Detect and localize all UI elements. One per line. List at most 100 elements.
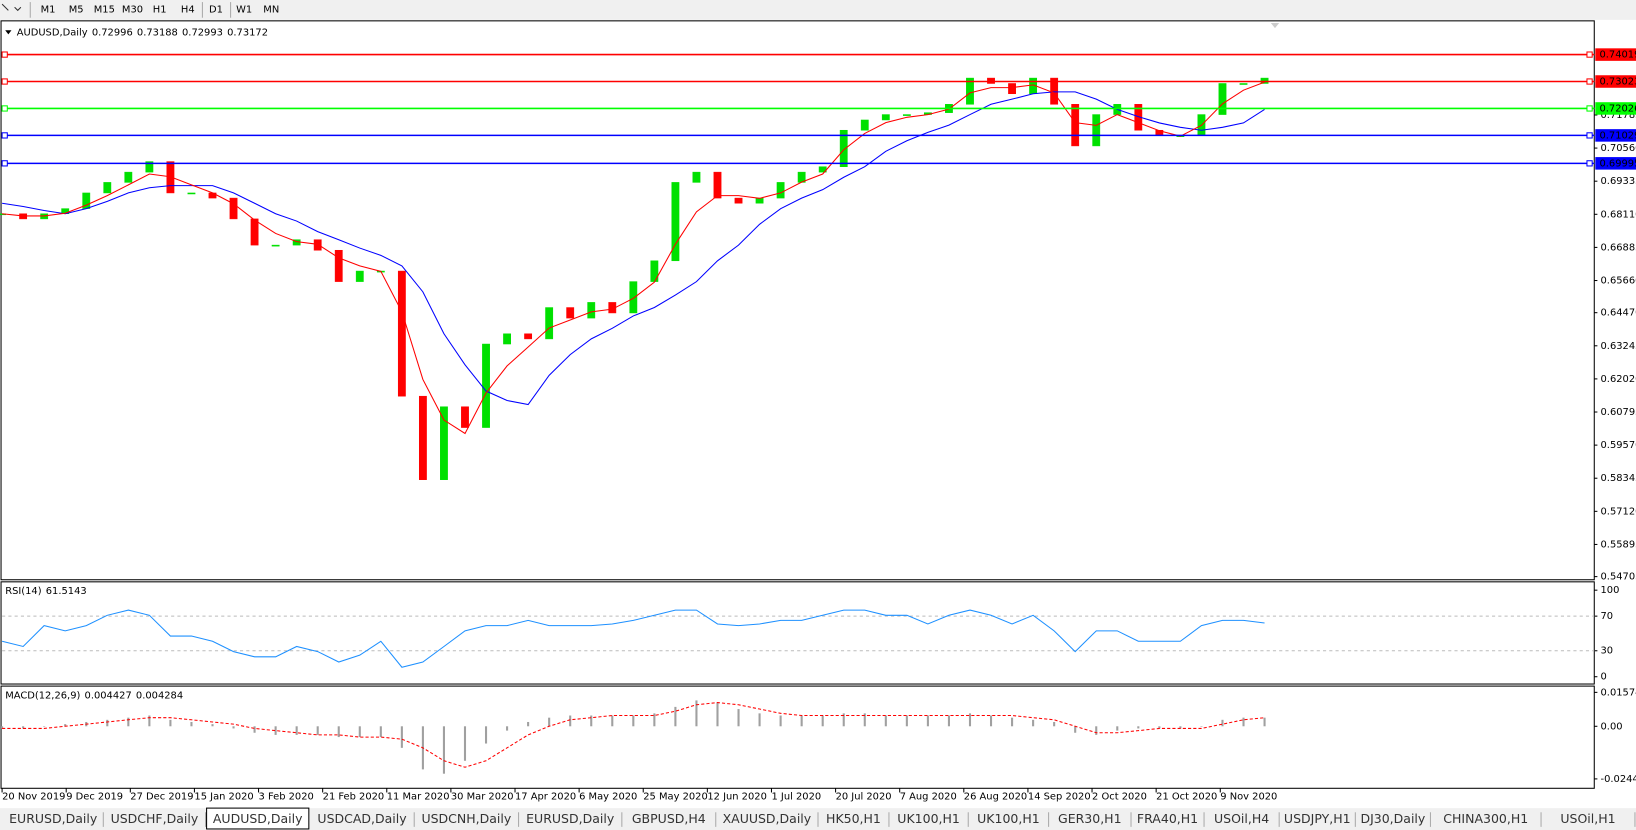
symbol-tab[interactable]: USOil,H1 xyxy=(1560,811,1636,827)
macd-bar xyxy=(148,715,151,727)
level-label-box xyxy=(1595,129,1636,142)
symbol-tab[interactable]: FRA40,H1 xyxy=(1137,811,1205,827)
macd-bar xyxy=(821,715,824,727)
candle xyxy=(229,197,238,220)
moving-average xyxy=(2,91,1265,406)
macd-bar xyxy=(695,700,698,727)
x-tick-label: 21 Oct 2020 xyxy=(1156,792,1217,803)
candle xyxy=(1239,83,1248,85)
candle xyxy=(397,270,406,397)
symbol-tab[interactable]: USDCNH,Daily xyxy=(421,811,520,827)
macd-bar xyxy=(127,717,130,727)
tab-label: GBPUSD,H4 xyxy=(632,811,706,826)
symbol-tab[interactable]: UK100,H1 xyxy=(977,811,1050,827)
level-label-box xyxy=(1595,75,1636,88)
macd-bar xyxy=(737,709,740,727)
symbol-tab[interactable]: DJ30,Daily xyxy=(1360,811,1431,827)
macd-bar xyxy=(1095,726,1098,735)
timeframe-button[interactable]: W1 xyxy=(236,4,252,15)
macd-bar xyxy=(1116,726,1119,731)
symbol-tab[interactable]: GER30,H1 xyxy=(1058,811,1132,827)
y-tick-label: 0.55895 xyxy=(1601,539,1636,550)
readout-value: 0.73188 xyxy=(137,27,178,38)
macd-bar xyxy=(358,726,361,738)
y-tick-label: 0.60795 xyxy=(1601,407,1636,418)
candle xyxy=(503,333,511,345)
candle xyxy=(755,197,764,204)
macd-bar xyxy=(1158,726,1161,729)
timeframe-label: M1 xyxy=(41,4,56,15)
macd-bar xyxy=(1263,717,1266,727)
level-anchor xyxy=(1,160,8,167)
tab-label: UK100,H1 xyxy=(897,811,960,826)
macd-bar xyxy=(106,719,109,727)
toolbar xyxy=(0,0,1636,20)
chart-menu-arrow xyxy=(5,30,12,35)
indicator-title: MACD(12,26,9) xyxy=(5,690,80,701)
symbol-tab[interactable]: USDJPY,H1 xyxy=(1284,811,1356,827)
symbol-tab[interactable]: UK100,H1 xyxy=(897,811,969,827)
timeframe-button[interactable]: M5 xyxy=(69,4,84,15)
candle xyxy=(418,395,427,480)
macd-bar xyxy=(316,726,319,735)
y-tick-label: 30 xyxy=(1601,646,1614,657)
macd-bar xyxy=(1011,717,1014,727)
timeframe-button[interactable]: D1 xyxy=(209,4,223,15)
x-tick-label: 12 Jun 2020 xyxy=(707,792,767,803)
timeframe-label: H4 xyxy=(181,4,195,15)
y-tick-label: -0.024412 xyxy=(1601,774,1636,785)
macd-bar xyxy=(1179,726,1182,729)
tab-label: USDCHF,Daily xyxy=(111,811,199,826)
candle xyxy=(271,244,280,247)
symbol-tab[interactable]: CHINA300,H1 xyxy=(1443,811,1542,827)
macd-bar xyxy=(884,715,887,727)
tab-label: HK50,H1 xyxy=(826,811,881,826)
timeframe-button[interactable]: H4 xyxy=(181,4,195,15)
y-tick-label: 0.66885 xyxy=(1601,242,1636,253)
macd-bar xyxy=(779,715,782,727)
symbol-tab[interactable]: EURUSD,Daily xyxy=(9,811,104,827)
indicator-header: MACD(12,26,9) 0.004427 0.004284 xyxy=(5,690,183,701)
level-anchor xyxy=(1586,51,1593,58)
level-anchor xyxy=(1,105,8,112)
macd-bar xyxy=(379,726,382,738)
macd-bar xyxy=(1242,717,1245,727)
x-tick-label: 11 Mar 2020 xyxy=(387,792,450,803)
tab-label: EURUSD,Daily xyxy=(526,811,615,826)
tab-label: EURUSD,Daily xyxy=(9,811,98,826)
symbol-tab[interactable]: GBPUSD,H4 xyxy=(632,811,717,827)
tab-label: USDCNH,Daily xyxy=(421,811,511,826)
timeframe-button[interactable]: M15 xyxy=(94,4,115,15)
readout-value: 61.5143 xyxy=(46,586,87,597)
candle xyxy=(524,333,533,340)
candle xyxy=(103,182,112,194)
symbol-tab[interactable]: AUDUSD,Daily xyxy=(206,807,310,830)
y-tick-label: 0.54705 xyxy=(1601,572,1636,583)
candle xyxy=(629,281,638,314)
timeframe-button[interactable]: M30 xyxy=(122,4,143,15)
macd-bar xyxy=(590,715,593,727)
tab-label: USDJPY,H1 xyxy=(1284,811,1351,826)
symbol-tab[interactable]: USDCAD,Daily xyxy=(317,811,415,827)
x-tick-label: 9 Dec 2019 xyxy=(66,792,123,803)
x-tick-label: 30 Mar 2020 xyxy=(451,792,514,803)
candle xyxy=(482,343,490,428)
tab-label: UK100,H1 xyxy=(977,811,1040,826)
shift-marker xyxy=(1270,22,1280,29)
symbol-tab[interactable]: USDCHF,Daily xyxy=(111,811,207,827)
timeframe-button[interactable]: M1 xyxy=(41,4,56,15)
symbol-tab[interactable]: HK50,H1 xyxy=(826,811,890,827)
timeframe-button[interactable]: MN xyxy=(263,4,279,15)
level-anchor xyxy=(1,78,8,85)
timeframe-button[interactable]: H1 xyxy=(153,4,167,15)
symbol-tab[interactable]: XAUUSD,Daily xyxy=(723,811,819,827)
symbol-tab[interactable]: EURUSD,Daily xyxy=(526,811,623,827)
x-tick-label: 3 Feb 2020 xyxy=(259,792,314,803)
candle xyxy=(839,129,848,167)
timeframe-label: M30 xyxy=(122,4,143,15)
symbol-tab[interactable]: USOil,H4 xyxy=(1214,811,1280,827)
macd-bar xyxy=(232,726,235,729)
y-tick-label: 0.015741 xyxy=(1601,687,1636,698)
